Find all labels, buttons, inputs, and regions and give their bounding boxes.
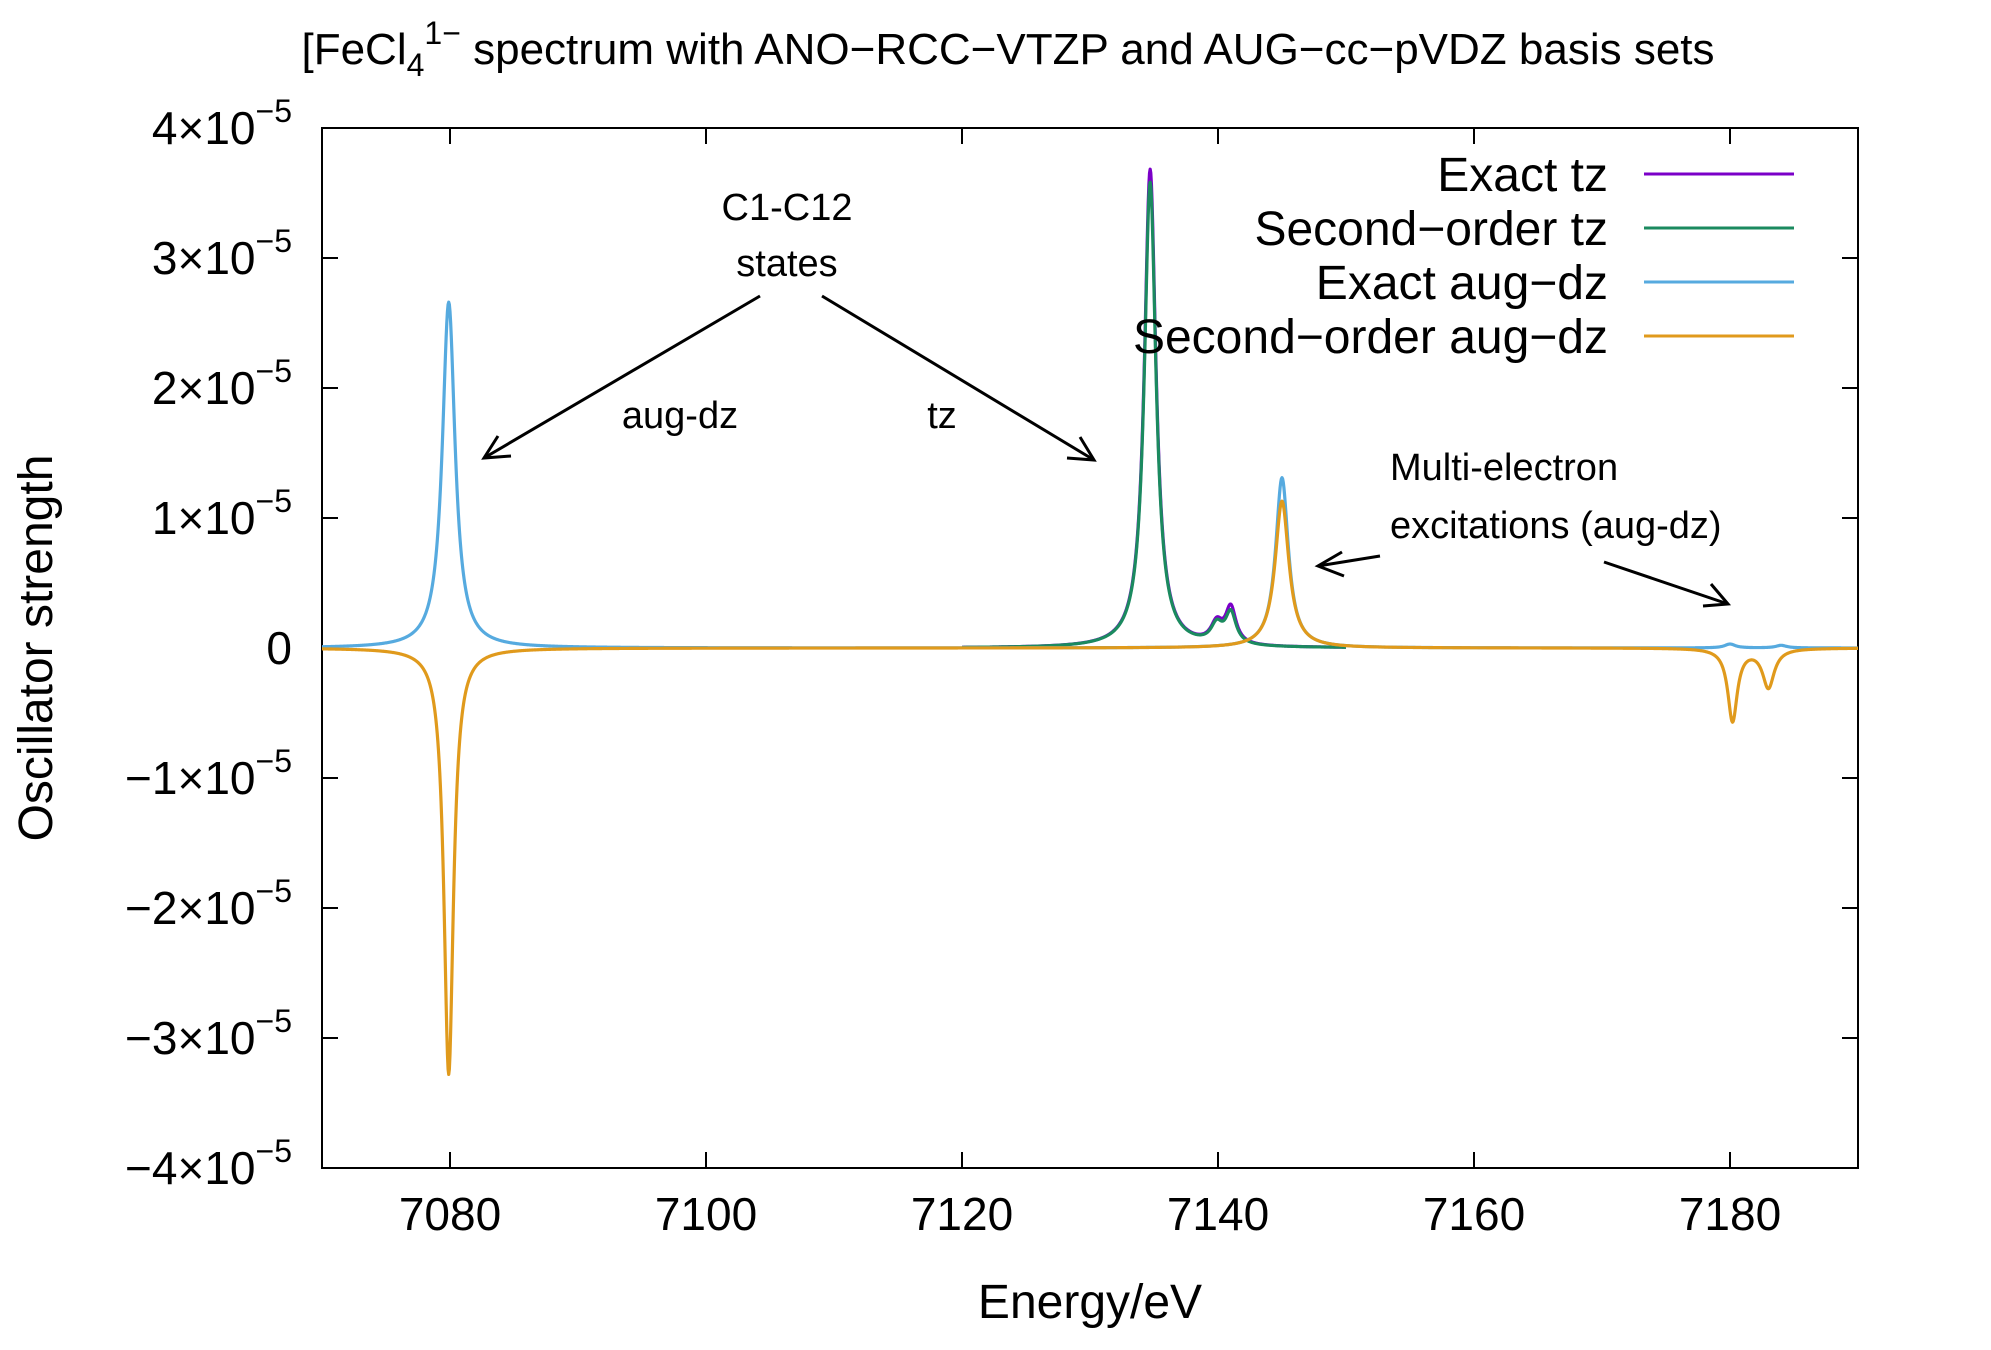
y-tick-label-1: 3×10−5 bbox=[152, 223, 292, 284]
series-layer bbox=[322, 167, 1858, 1076]
x-tick-label-0: 7080 bbox=[399, 1188, 501, 1240]
arrow-to-tz-peak bbox=[821, 294, 1097, 462]
annotation-aug-dz: aug-dz bbox=[622, 395, 738, 437]
x-tick-labels: 7080 7100 7120 7140 7160 7180 bbox=[399, 1188, 1781, 1240]
series-exact-aug-dz bbox=[322, 300, 1858, 650]
x-axis-label: Energy/eV bbox=[978, 1276, 1202, 1329]
arrow-to-multi-electron-main bbox=[1314, 550, 1381, 578]
series-second-order-aug-dz bbox=[322, 499, 1858, 1076]
x-tick-label-1: 7100 bbox=[655, 1188, 757, 1240]
y-tick-label-6: −2×10−5 bbox=[125, 873, 292, 934]
x-tick-label-4: 7160 bbox=[1423, 1188, 1525, 1240]
y-tick-label-4: 0 bbox=[266, 622, 292, 674]
arrow-to-aug-dz-peak bbox=[481, 294, 761, 460]
x-tick-label-2: 7120 bbox=[911, 1188, 1013, 1240]
legend-label-exact-tz: Exact tz bbox=[1437, 149, 1608, 202]
legend-label-second-order-aug-dz: Second−order aug−dz bbox=[1133, 311, 1608, 364]
legend-label-exact-aug-dz: Exact aug−dz bbox=[1316, 257, 1608, 310]
arrow-to-multi-electron-high bbox=[1603, 560, 1732, 608]
legend: Exact tz Second−order tz Exact aug−dz Se… bbox=[1133, 149, 1794, 364]
y-tick-label-2: 2×10−5 bbox=[152, 353, 292, 414]
annotation-tz: tz bbox=[927, 395, 957, 437]
annotation-multi-electron-line2: excitations (aug-dz) bbox=[1390, 505, 1722, 547]
y-tick-label-7: −3×10−5 bbox=[125, 1003, 292, 1064]
y-axis-label: Oscillator strength bbox=[10, 455, 63, 842]
annotation-c1-c12-line2: states bbox=[736, 243, 837, 285]
annotation-c1-c12-line1: C1-C12 bbox=[722, 187, 853, 229]
legend-label-second-order-tz: Second−order tz bbox=[1254, 203, 1608, 256]
y-tick-labels: 4×10−5 3×10−5 2×10−5 1×10−5 0 −1×10−5 −2×10−5 −… bbox=[125, 93, 292, 1194]
y-tick-label-8: −4×10−5 bbox=[125, 1133, 292, 1194]
y-tick-label-5: −1×10−5 bbox=[125, 743, 292, 804]
y-tick-label-0: 4×10−5 bbox=[152, 93, 292, 154]
x-tick-label-3: 7140 bbox=[1167, 1188, 1269, 1240]
x-tick-label-5: 7180 bbox=[1679, 1188, 1781, 1240]
annotation-multi-electron-line1: Multi-electron bbox=[1390, 447, 1618, 489]
y-tick-label-3: 1×10−5 bbox=[152, 483, 292, 544]
chart-title: [FeCl41− spectrum with ANO−RCC−VTZP and … bbox=[301, 15, 1714, 83]
annotations: C1-C12 states aug-dz tz Multi-electron e… bbox=[481, 187, 1732, 608]
